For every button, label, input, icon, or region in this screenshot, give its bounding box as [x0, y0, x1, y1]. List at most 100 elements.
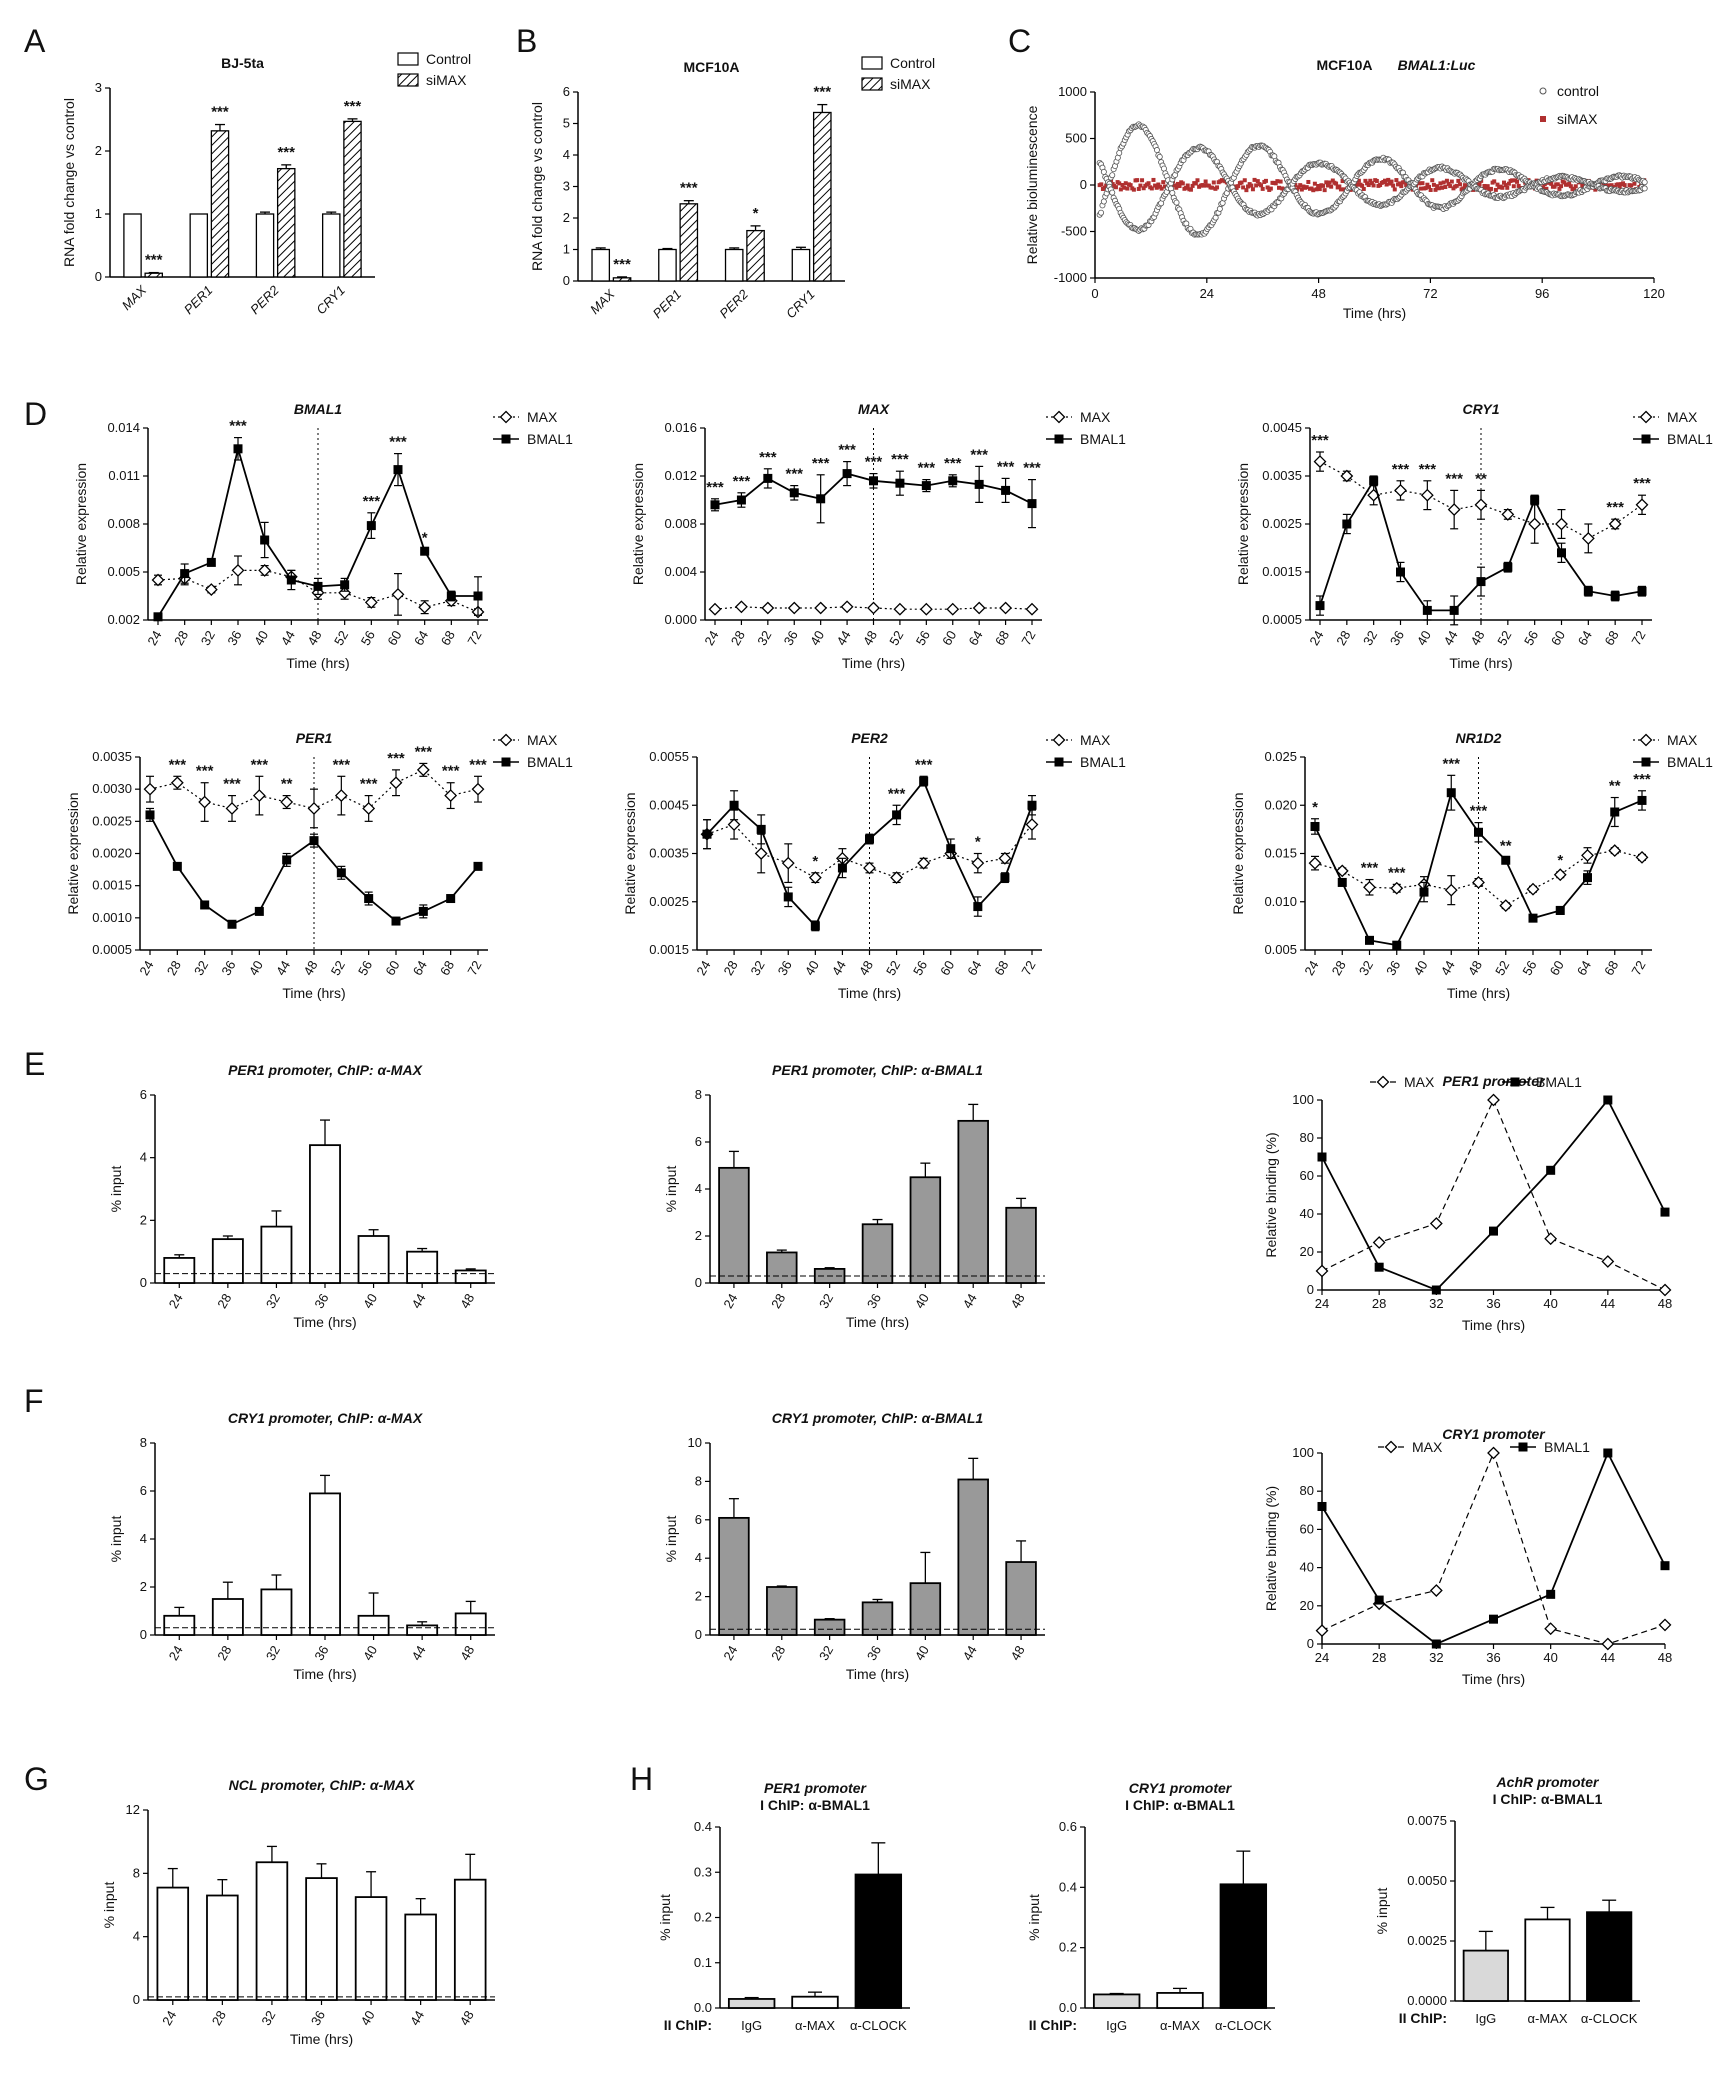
- x-tick-label: 68: [1601, 958, 1621, 978]
- point-max: [1581, 849, 1594, 862]
- x-tick-label: 52: [331, 628, 351, 648]
- legend-marker-max: [1384, 1440, 1398, 1454]
- point-max: [787, 601, 801, 615]
- y-tick-label: 0.0025: [1407, 1933, 1447, 1948]
- y-tick-label: 6: [563, 84, 570, 99]
- point-max: [1601, 1637, 1615, 1651]
- y-tick-label: 0.0035: [649, 846, 689, 861]
- legend-swatch-simax: [861, 77, 883, 91]
- point-simax: [1386, 177, 1391, 182]
- point-max: [1528, 517, 1542, 531]
- y-tick-label: 4: [695, 1550, 702, 1565]
- x-tick-label: 48: [457, 1643, 477, 1663]
- point-max: [391, 587, 405, 601]
- point-bmal1: [869, 476, 878, 486]
- y-axis-label: % input: [101, 1882, 117, 1929]
- point-bmal1: [1660, 1207, 1670, 1217]
- y-tick-label: 0: [95, 269, 102, 284]
- bar: [454, 1612, 487, 1636]
- point-bmal1: [366, 521, 376, 531]
- y-tick-label: 0.0015: [649, 942, 689, 957]
- point-max: [1601, 1255, 1615, 1268]
- point-max: [893, 602, 907, 616]
- point-simax: [1299, 187, 1304, 192]
- chart-title: MCF10A: [683, 59, 739, 75]
- bar: [255, 1861, 289, 2001]
- panel-label-c: C: [1008, 23, 1031, 59]
- point-bmal1: [1660, 1561, 1670, 1571]
- x-tick-label: 28: [728, 628, 748, 648]
- point-bmal1: [736, 495, 746, 505]
- x-tick-label: 28: [720, 958, 740, 978]
- y-tick-label: 0.1: [694, 1955, 712, 1970]
- y-axis-label: RNA fold change vs control: [529, 102, 545, 271]
- point-simax: [1239, 180, 1244, 185]
- bar-control: [123, 213, 142, 278]
- y-tick-label: 0.0030: [92, 781, 132, 796]
- legend-marker-bmal1: [1054, 757, 1064, 767]
- x-tick-label: 64: [964, 958, 984, 978]
- point-simax: [1425, 182, 1430, 187]
- point-max: [1487, 1093, 1500, 1107]
- point-max: [971, 856, 985, 870]
- y-tick-label: 0.000: [664, 612, 697, 627]
- significance-stars: ***: [812, 455, 830, 472]
- point-bmal1: [1001, 485, 1011, 495]
- x-tick-label: 52: [1494, 628, 1514, 648]
- significance-stars: ***: [442, 763, 460, 780]
- point-simax: [1215, 185, 1220, 190]
- x-tick-label: 52: [883, 958, 903, 978]
- point-simax: [1435, 184, 1440, 189]
- point-max: [998, 851, 1012, 865]
- point-bmal1: [816, 494, 826, 504]
- x-tick-label: 32: [816, 1291, 836, 1311]
- y-tick-label: 2: [695, 1589, 702, 1604]
- point-simax: [1355, 182, 1360, 187]
- chart-F3: CRY1 promoter Relative binding (%) Time (h…: [1263, 1426, 1672, 1687]
- point-control: [1116, 150, 1123, 157]
- point-simax: [1438, 181, 1443, 186]
- x-tick-label: 48: [1311, 286, 1325, 301]
- significance-stars: ***: [891, 451, 909, 468]
- chart-F1: CRY1 promoter, ChIP: α-MAX % input Time (h…: [108, 1410, 495, 1682]
- x-axis-label: Time (hrs): [290, 2031, 353, 2047]
- y-tick-label: 1000: [1058, 84, 1087, 99]
- significance-stars: ***: [838, 442, 856, 459]
- point-bmal1: [340, 580, 350, 590]
- point-control: [1641, 185, 1648, 192]
- point-bmal1: [227, 919, 237, 929]
- significance-stars: ***: [169, 756, 187, 773]
- point-bmal1: [473, 861, 483, 871]
- chart-A: BJ-5ta RNA fold change vs control 0 1 2 3 *** M…: [61, 51, 471, 317]
- chart-title: PER1 promoter: [1443, 1073, 1546, 1089]
- chart-title: PER2: [851, 730, 888, 746]
- x-tick-label: 28: [1372, 1296, 1386, 1311]
- y-tick-label: 500: [1065, 131, 1087, 146]
- point-max: [1308, 856, 1322, 870]
- x-tick-label: 72: [1018, 628, 1038, 648]
- point-simax: [1210, 185, 1215, 190]
- x-tick-label: 32: [263, 1643, 283, 1663]
- point-simax: [1159, 186, 1164, 191]
- point-bmal1: [1528, 913, 1538, 923]
- point-simax: [1449, 179, 1454, 184]
- point-simax: [1544, 186, 1549, 191]
- point-bmal1: [1000, 873, 1010, 883]
- point-bmal1: [1342, 519, 1352, 529]
- point-max: [362, 802, 376, 815]
- y-tick-label: 0: [1080, 177, 1087, 192]
- point-max: [1363, 880, 1376, 894]
- bar: [305, 1877, 338, 2001]
- point-simax: [1629, 183, 1634, 188]
- point-max: [1429, 1584, 1443, 1597]
- point-simax: [1392, 187, 1397, 192]
- y-tick-label: 0.008: [107, 516, 140, 531]
- point-simax: [1420, 181, 1425, 186]
- point-simax: [1368, 178, 1373, 183]
- y-tick-label: 100: [1292, 1092, 1314, 1107]
- point-simax: [1440, 185, 1445, 190]
- point-simax: [1236, 184, 1241, 189]
- x-tick-label: IgG: [1106, 2018, 1127, 2033]
- x-tick-label: 52: [1492, 958, 1512, 978]
